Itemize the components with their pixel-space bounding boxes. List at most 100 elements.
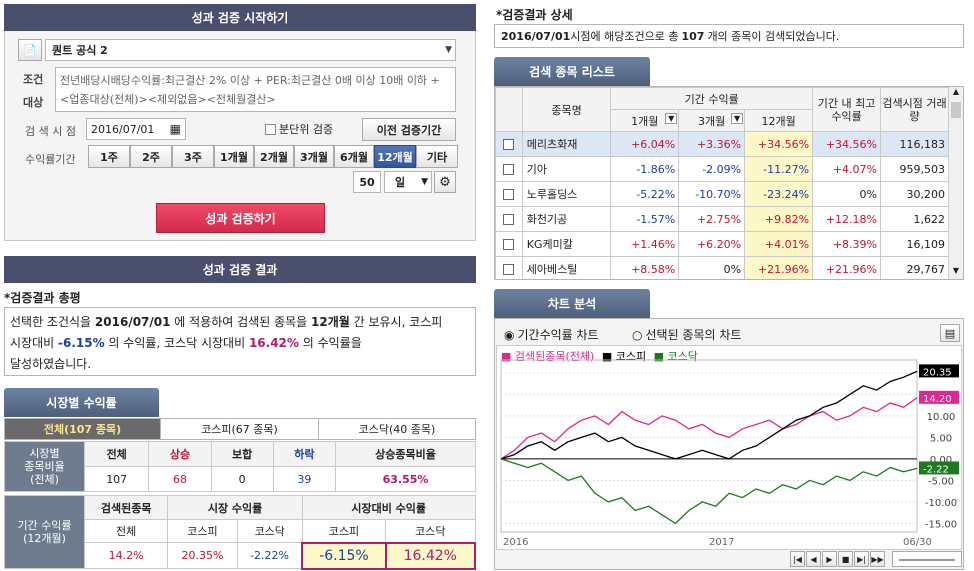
radio-period-label: 기간수익률 차트	[517, 328, 599, 342]
row-checkbox[interactable]	[495, 181, 523, 207]
chevron-down-icon[interactable]: ▼	[665, 113, 678, 124]
checkbox-icon[interactable]	[503, 139, 515, 150]
quarter-check[interactable]: 분단위 검증	[265, 121, 333, 137]
ret-header-searched: 검색된종목	[83, 495, 169, 520]
list-scrollbar[interactable]: ▲ ▼	[948, 87, 963, 279]
period-button-12m[interactable]: 12개월	[374, 145, 416, 168]
check-date-label: 검 색 시 점	[25, 125, 76, 138]
col-12m: 12개월	[744, 109, 814, 132]
market-return-tab[interactable]: 시장별 수익률	[4, 388, 159, 417]
col-3m[interactable]: 3개월 ▼	[678, 109, 746, 132]
cell-m1: -1.57%	[610, 206, 680, 232]
summary-text: 선택한 조건식을	[10, 315, 95, 329]
checkbox-icon[interactable]	[265, 123, 276, 135]
custom-days-value: 50	[359, 175, 375, 189]
summary-heading: *검증결과 총평	[4, 291, 81, 305]
y-tick-label: 5.00	[930, 433, 952, 444]
ret-searched-all: 14.2%	[83, 542, 169, 569]
ratio-header-uprate: 상승종목비율	[335, 441, 476, 467]
cell-name: 기아	[521, 156, 612, 182]
period-button-6m[interactable]: 6개월	[334, 145, 374, 168]
cell-m12: +9.82%	[744, 206, 814, 232]
y-tick-label: -15.00	[925, 519, 957, 530]
chart-first-button[interactable]: |◀	[790, 551, 805, 567]
market-return-tab-label: 시장별 수익률	[46, 396, 117, 410]
chart-next-button[interactable]: ▶|	[854, 551, 869, 567]
summary-text: 에 적용하여 검색된 종목을	[170, 315, 311, 329]
period-button-2w[interactable]: 2주	[130, 145, 172, 168]
detail-text: 개의 종목이 검색되었습니다.	[707, 30, 840, 43]
stock-list-tab[interactable]: 검색 종목 리스트	[494, 57, 650, 86]
return-period-label: 수익률기간	[25, 153, 76, 166]
cell-m1: +8.58%	[610, 256, 680, 279]
ret-header-excess: 시장대비 수익률	[301, 495, 476, 520]
chart-analysis-tab[interactable]: 차트 분석	[494, 289, 650, 318]
calendar-icon[interactable]: ▦	[169, 122, 181, 136]
row-checkbox[interactable]	[495, 206, 523, 232]
radio-selected-stock-chart[interactable]: ○ 선택된 종목의 차트	[632, 326, 741, 343]
run-validation-button[interactable]: 성과 검증하기	[156, 203, 325, 233]
col-1m-label: 1개월	[631, 114, 659, 128]
formula-icon-button[interactable]: 📄	[18, 39, 42, 61]
chart-stop-button[interactable]: ■	[838, 551, 853, 567]
ret-header-market: 시장 수익률	[167, 495, 303, 520]
table-row[interactable]: 화천기공 -1.57% +2.75% +9.82% +12.18% 1,622	[495, 206, 949, 232]
period-button-2m[interactable]: 2개월	[254, 145, 294, 168]
custom-unit-select[interactable]: 일 ▼	[384, 171, 432, 193]
chart-last-button[interactable]: ▶▶	[870, 551, 885, 567]
settings-button[interactable]: ⚙	[434, 171, 456, 193]
table-row[interactable]: 기아 -1.86% -2.09% -11.27% +4.07% 959,503	[495, 156, 949, 182]
subtab-kospi[interactable]: 코스피(67 종목)	[160, 419, 318, 439]
chart-table-button[interactable]: ▤	[940, 324, 960, 342]
scroll-down-icon[interactable]: ▼	[952, 266, 960, 275]
table-row[interactable]: KG케미칼 +1.46% +6.20% +4.01% +8.39% 16,109	[495, 231, 949, 257]
checkbox-icon[interactable]	[503, 189, 515, 200]
checkbox-icon[interactable]	[503, 214, 515, 225]
subtab-kosdaq[interactable]: 코스닥(40 종목)	[318, 419, 475, 439]
table-row[interactable]: 노루홀딩스 -5.22% -10.70% -23.24% 0% 30,200	[495, 181, 949, 207]
period-button-1m[interactable]: 1개월	[214, 145, 254, 168]
check-date-input[interactable]: 2016/07/01 ▦	[86, 118, 186, 140]
period-button-custom[interactable]: 기타	[416, 145, 458, 168]
checkbox-icon[interactable]	[503, 239, 515, 250]
ratio-label-line: (전체)	[30, 473, 59, 486]
market-subtabs: 전체(107 종목) 코스피(67 종목) 코스닥(40 종목)	[4, 418, 476, 440]
chart-prev-button[interactable]: ◀	[806, 551, 821, 567]
row-checkbox[interactable]	[495, 131, 523, 157]
period-button-3w[interactable]: 3주	[172, 145, 214, 168]
formula-select[interactable]: 퀀트 공식 2 ▼	[45, 39, 456, 61]
period-button-1w[interactable]: 1주	[88, 145, 130, 168]
row-checkbox[interactable]	[495, 256, 523, 279]
chevron-down-icon[interactable]: ▼	[421, 177, 428, 187]
cell-m1: +6.04%	[610, 131, 680, 157]
chevron-down-icon[interactable]: ▼	[731, 113, 744, 124]
checkbox-icon[interactable]	[503, 164, 515, 175]
end-label-searched-bg	[919, 390, 959, 404]
row-checkbox[interactable]	[495, 231, 523, 257]
period-button-3m[interactable]: 3개월	[294, 145, 334, 168]
row-checkbox[interactable]	[495, 156, 523, 182]
prev-period-button[interactable]: 이전 검증기간	[362, 118, 456, 141]
chart-zoom-slider[interactable]	[892, 551, 962, 567]
detail-date: 2016/07/01	[501, 29, 571, 43]
x-tick-label: 2017	[709, 537, 734, 548]
stock-rows: 메리츠화재 +6.04% +3.36% +34.56% +34.56% 116,183 기아…	[495, 131, 949, 279]
subtab-all[interactable]: 전체(107 종목)	[5, 419, 160, 439]
scroll-thumb[interactable]	[951, 102, 961, 118]
summary-line-2: 시장대비 -6.15% 의 수익률, 코스닥 시장대비 16.42% 의 수익률…	[10, 333, 470, 354]
series-kosdaq-line	[500, 458, 918, 525]
chevron-down-icon[interactable]: ▼	[445, 45, 452, 55]
radio-period-chart[interactable]: ◉ 기간수익률 차트	[504, 326, 599, 343]
table-row[interactable]: 메리츠화재 +6.04% +3.36% +34.56% +34.56% 116,183	[495, 131, 949, 157]
cell-name: 노루홀딩스	[521, 181, 612, 207]
condition-label: 조건	[23, 73, 44, 86]
cell-m3: +2.75%	[678, 206, 746, 232]
col-1m[interactable]: 1개월 ▼	[610, 109, 680, 132]
chart-play-button[interactable]: ▶	[822, 551, 837, 567]
summary-kospi-excess: -6.15%	[57, 336, 105, 350]
scroll-up-icon[interactable]: ▲	[952, 87, 960, 96]
cell-m3: +6.20%	[678, 231, 746, 257]
custom-days-input[interactable]: 50	[353, 171, 381, 193]
checkbox-icon[interactable]	[503, 264, 515, 275]
table-row[interactable]: 세아베스틸 +8.58% 0% +21.96% +21.96% 29,767	[495, 256, 949, 279]
